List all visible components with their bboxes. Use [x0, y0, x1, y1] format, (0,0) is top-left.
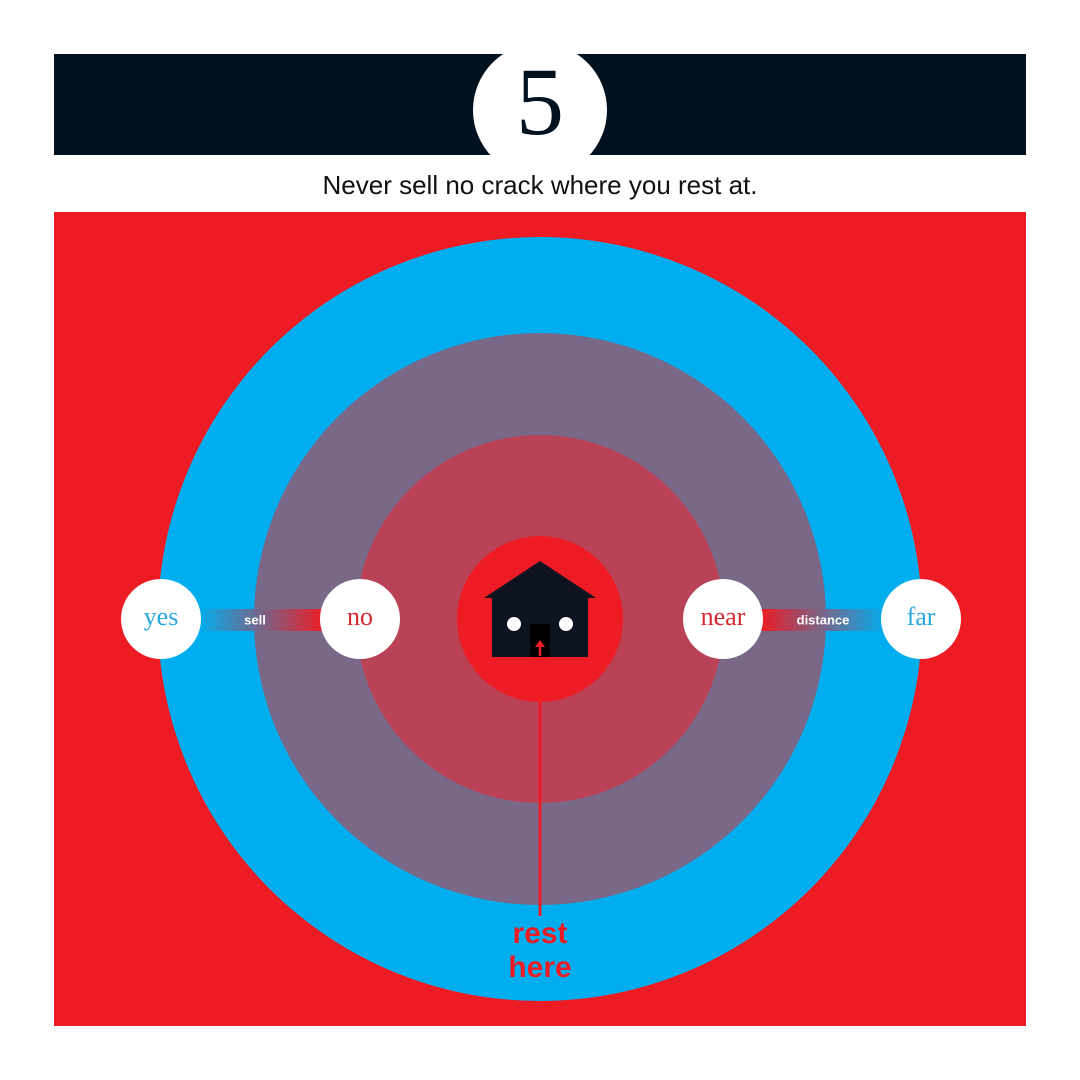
scale-start: near	[701, 602, 746, 631]
scale-end: no	[347, 602, 373, 631]
number-badge	[473, 43, 607, 177]
label-circle	[881, 579, 961, 659]
scale-end: far	[907, 602, 936, 631]
scale-bar	[760, 609, 886, 631]
scale-bar	[198, 609, 324, 631]
step-number: 5	[516, 48, 564, 155]
label-circle	[683, 579, 763, 659]
label-circle	[121, 579, 201, 659]
scale-start: yes	[144, 602, 179, 631]
scale-label: distance	[797, 612, 850, 627]
house	[484, 561, 596, 657]
pointer-label: here	[508, 951, 571, 984]
scale-label: sell	[244, 612, 266, 627]
label-circle	[320, 579, 400, 659]
caption: Never sell no crack where you rest at.	[323, 170, 758, 200]
pointer-label: rest	[512, 917, 567, 950]
